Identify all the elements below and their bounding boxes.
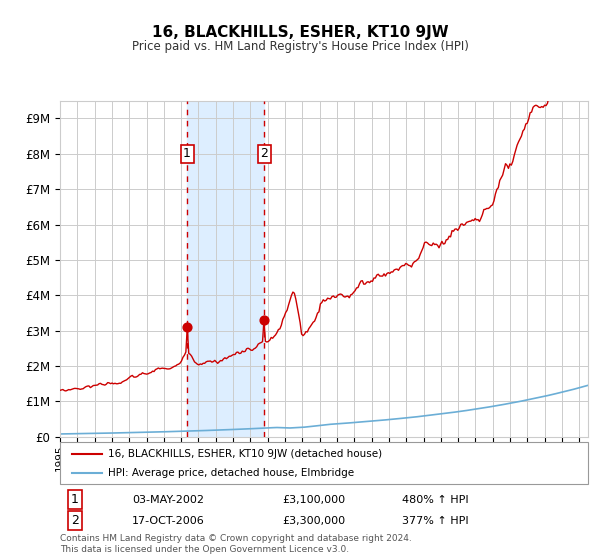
Text: 16, BLACKHILLS, ESHER, KT10 9JW: 16, BLACKHILLS, ESHER, KT10 9JW <box>152 25 448 40</box>
Text: 17-OCT-2006: 17-OCT-2006 <box>132 516 205 526</box>
Text: 1: 1 <box>71 493 79 506</box>
Text: Price paid vs. HM Land Registry's House Price Index (HPI): Price paid vs. HM Land Registry's House … <box>131 40 469 53</box>
Text: 16, BLACKHILLS, ESHER, KT10 9JW (detached house): 16, BLACKHILLS, ESHER, KT10 9JW (detache… <box>108 449 382 459</box>
Text: This data is licensed under the Open Government Licence v3.0.: This data is licensed under the Open Gov… <box>60 545 349 554</box>
Text: HPI: Average price, detached house, Elmbridge: HPI: Average price, detached house, Elmb… <box>108 468 354 478</box>
Point <box>259 316 269 325</box>
Text: 03-MAY-2002: 03-MAY-2002 <box>132 494 204 505</box>
Text: 2: 2 <box>260 147 268 160</box>
Text: Contains HM Land Registry data © Crown copyright and database right 2024.: Contains HM Land Registry data © Crown c… <box>60 534 412 543</box>
Text: £3,300,000: £3,300,000 <box>282 516 345 526</box>
Text: 480% ↑ HPI: 480% ↑ HPI <box>402 494 469 505</box>
Text: 377% ↑ HPI: 377% ↑ HPI <box>402 516 469 526</box>
Bar <box>187 101 264 437</box>
Text: £3,100,000: £3,100,000 <box>282 494 345 505</box>
Point <box>182 323 192 332</box>
Text: 2: 2 <box>71 514 79 528</box>
Text: 1: 1 <box>183 147 191 160</box>
